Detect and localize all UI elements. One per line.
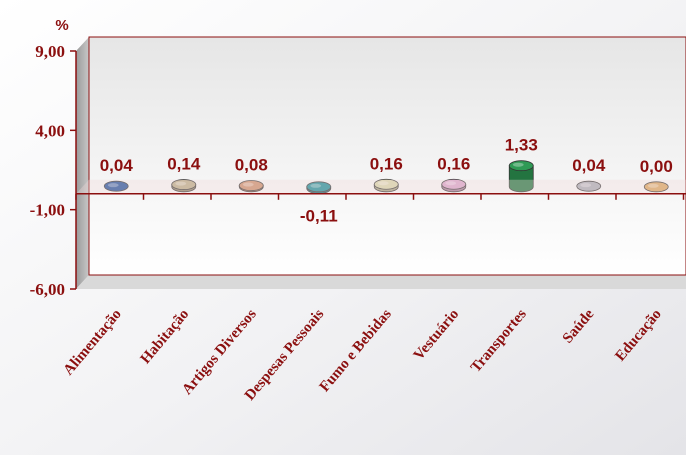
x-axis	[75, 179, 686, 200]
plot-floor	[76, 275, 686, 289]
bar	[171, 179, 197, 193]
bar-highlight	[647, 183, 659, 188]
bar-highlight	[107, 183, 119, 188]
bar-highlight	[175, 181, 187, 186]
data-label: 0,04	[572, 156, 606, 175]
bar-highlight	[377, 181, 389, 186]
bars	[103, 160, 669, 194]
bar	[576, 180, 602, 192]
bar-highlight	[512, 162, 524, 167]
zero-plane	[76, 179, 686, 194]
data-label: 0,04	[100, 156, 134, 175]
data-label: 0,14	[167, 155, 201, 174]
bar	[643, 181, 669, 193]
bar	[306, 181, 332, 194]
data-labels: 0,04 0,14 0,08 -0,11 0,16 0,16 1,33 0,04 0,00	[100, 136, 673, 226]
bar	[103, 180, 129, 192]
y-ticks: 9,00 4,00 -1,00 -6,00	[30, 42, 76, 299]
bar	[441, 178, 467, 193]
bar	[238, 180, 264, 193]
y-tick-label: -6,00	[30, 280, 65, 299]
y-tick-label: 4,00	[35, 121, 65, 140]
bar-highlight	[310, 183, 322, 188]
bar-highlight	[242, 182, 254, 187]
y-axis-unit-label: %	[55, 17, 68, 34]
bar-body	[508, 165, 534, 193]
data-label: 1,33	[505, 136, 538, 155]
plot-side-wall	[76, 37, 89, 289]
data-label: 0,00	[640, 157, 673, 176]
plot-back-wall	[88, 36, 686, 276]
bar	[373, 178, 399, 193]
data-label: 0,16	[437, 154, 470, 173]
data-label: 0,08	[235, 156, 268, 175]
bar-highlight	[580, 183, 592, 188]
bar	[508, 160, 534, 193]
data-label: 0,16	[370, 154, 403, 173]
data-label: -0,11	[300, 207, 338, 226]
y-tick-label: 9,00	[35, 42, 65, 61]
bar-highlight	[445, 181, 457, 186]
y-tick-label: -1,00	[30, 201, 65, 220]
